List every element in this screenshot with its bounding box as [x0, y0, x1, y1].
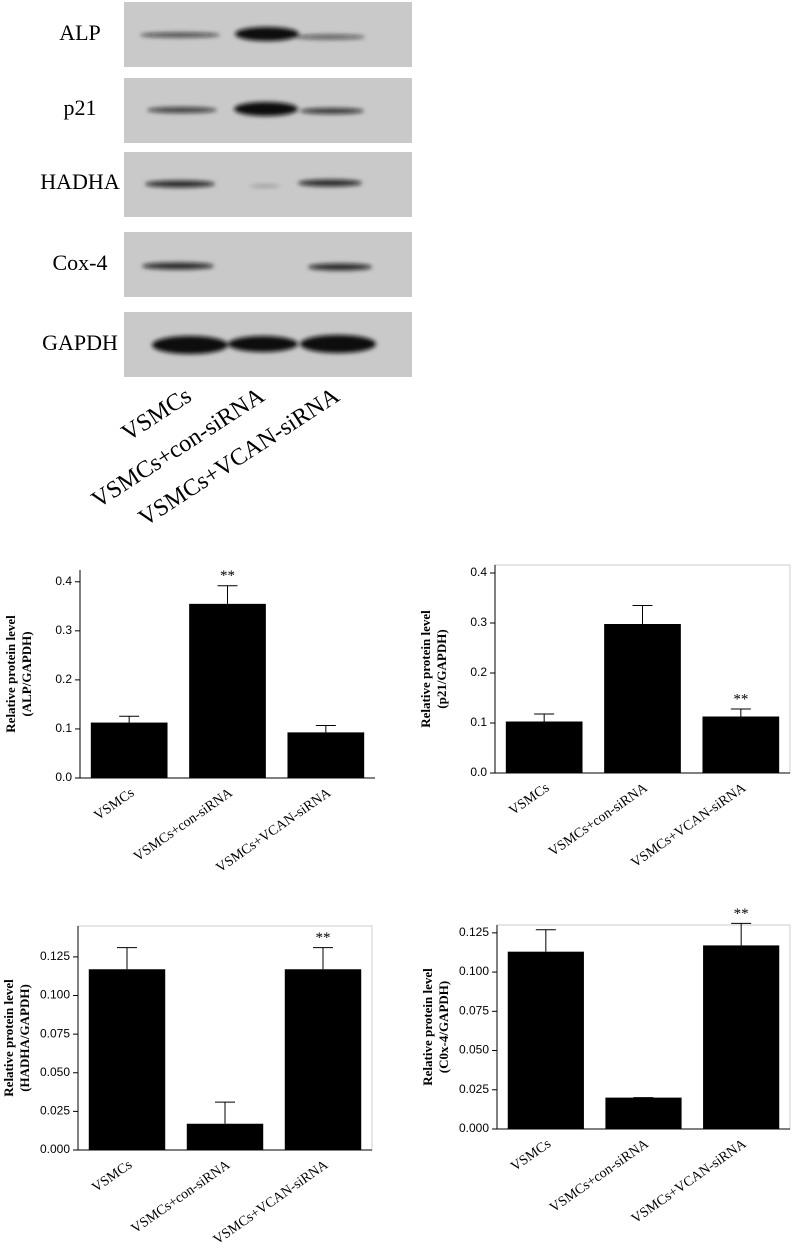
y-tick-label: 0.3 [470, 615, 487, 629]
bar [505, 721, 583, 773]
error-bar [313, 947, 333, 970]
x-tick-label: VSMCs [508, 1137, 554, 1175]
bar [186, 1123, 264, 1150]
bar [702, 716, 780, 773]
blot-row-label: GAPDH [42, 330, 118, 355]
y-axis-label: Relative protein level [418, 610, 433, 728]
y-tick-label: 0.4 [470, 565, 487, 579]
bar [604, 624, 681, 773]
x-tick-label: VSMCs [507, 781, 553, 819]
y-axis-label: (C0x-4/GAPDH) [436, 981, 451, 1073]
blot-row-label: HADHA [40, 169, 120, 194]
bar [507, 951, 584, 1129]
y-tick-label: 0.075 [40, 1026, 70, 1040]
significance: ** [734, 906, 749, 922]
x-tick-label: VSMCs+con-siRNA [546, 780, 651, 860]
y-tick-label: 0.0 [470, 765, 487, 779]
error-bar [534, 713, 555, 722]
blot-row-label: Cox-4 [53, 250, 108, 275]
bar [703, 945, 780, 1129]
significance: ** [220, 568, 235, 584]
bands [140, 27, 376, 354]
y-tick-label: 0.125 [40, 949, 70, 963]
y-tick-label: 0.050 [459, 1043, 489, 1057]
y-tick-label: 0.050 [40, 1065, 70, 1079]
error-bar [632, 605, 653, 624]
error-bar [119, 715, 140, 723]
y-tick-label: 0.100 [459, 964, 489, 978]
y-tick-label: 0.025 [459, 1082, 489, 1096]
western-blot [124, 2, 412, 377]
y-tick-label: 0.125 [459, 925, 489, 939]
y-tick-label: 0.025 [40, 1104, 70, 1118]
y-axis-label: Relative protein level [1, 979, 16, 1097]
blot-row-label: ALP [59, 20, 101, 45]
significance: ** [733, 691, 748, 707]
bar [189, 603, 266, 778]
x-tick-label: VSMCs [92, 786, 138, 824]
error-bar [217, 585, 238, 604]
y-tick-label: 0.1 [55, 721, 72, 735]
x-tick-label: VSMCs+con-siRNA [129, 1157, 234, 1237]
error-bar [730, 708, 751, 717]
x-tick-label: VSMCs+con-siRNA [547, 1136, 652, 1216]
error-bar [117, 947, 137, 970]
y-axis-label: (ALP/GAPDH) [19, 631, 34, 716]
y-tick-label: 0.1 [470, 715, 487, 729]
significance: ** [316, 930, 331, 946]
y-tick-label: 0.2 [470, 665, 487, 679]
y-axis-label: Relative protein level [3, 615, 18, 733]
error-bar [315, 725, 336, 733]
bar [605, 1097, 682, 1129]
bar [284, 969, 362, 1150]
y-tick-label: 0.3 [55, 623, 72, 637]
x-tick-label: VSMCs [90, 1158, 136, 1196]
y-tick-label: 0.100 [40, 988, 70, 1002]
y-tick-label: 0.4 [55, 574, 72, 588]
error-bar [731, 922, 752, 946]
y-axis-label: (p21/GAPDH) [434, 629, 449, 708]
x-tick-label: VSMCs+con-siRNA [131, 785, 236, 865]
y-tick-label: 0.2 [55, 672, 72, 686]
y-axis-label: Relative protein level [420, 968, 435, 1086]
bar [90, 722, 168, 778]
y-tick-label: 0.000 [40, 1142, 70, 1156]
error-bar [535, 929, 556, 952]
y-tick-label: 0.000 [459, 1121, 489, 1135]
y-tick-label: 0.0 [55, 770, 72, 784]
y-tick-label: 0.075 [459, 1003, 489, 1017]
bar [287, 732, 365, 778]
error-bar [215, 1101, 235, 1124]
blot-row-label: p21 [64, 95, 97, 120]
bar [88, 969, 166, 1150]
y-axis-label: (HADHA/GAPDH) [17, 984, 32, 1092]
